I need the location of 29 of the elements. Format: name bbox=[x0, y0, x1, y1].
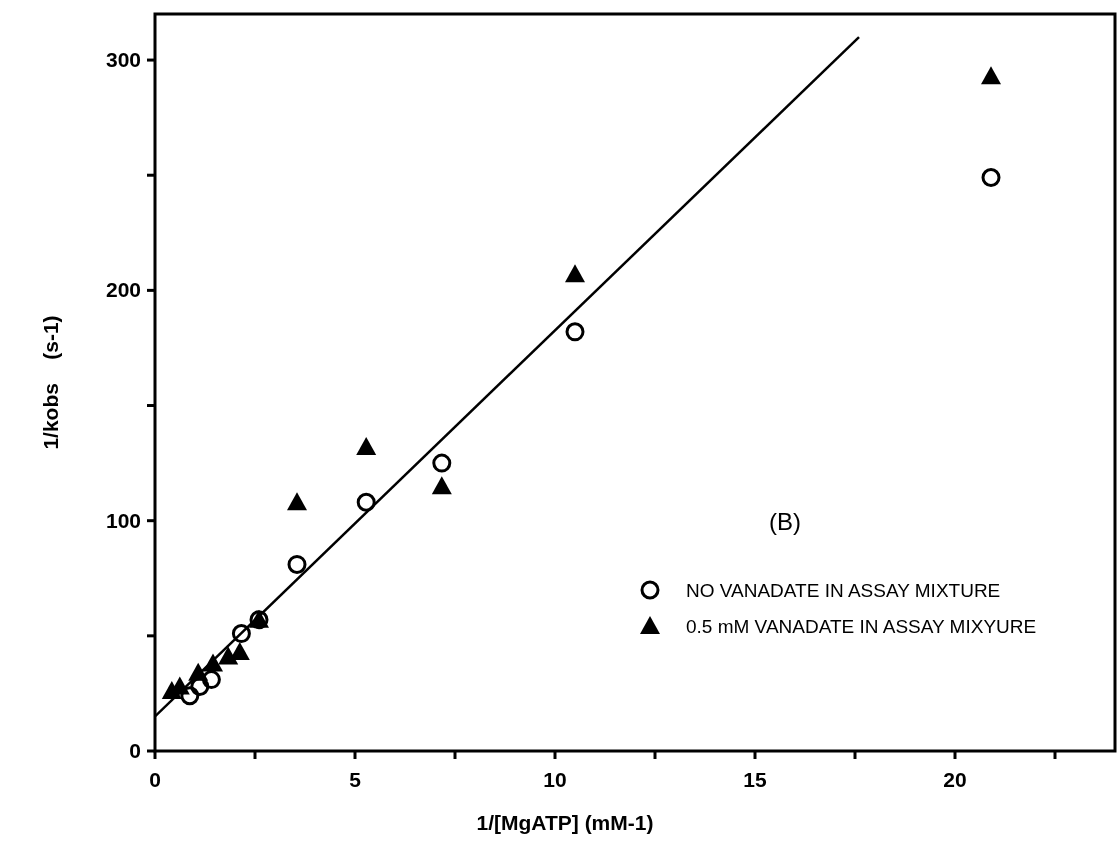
x-axis-title: 1/[MgATP] (mM-1) bbox=[476, 811, 654, 834]
point bbox=[201, 670, 221, 690]
legend-label: NO VANADATE IN ASSAY MIXTURE bbox=[686, 580, 1001, 601]
point bbox=[981, 168, 1001, 188]
x-tick-label: 5 bbox=[349, 768, 362, 791]
y-tick-label: 300 bbox=[105, 48, 141, 72]
point bbox=[431, 476, 452, 495]
point bbox=[356, 436, 377, 455]
x-tick-label: 15 bbox=[743, 768, 767, 791]
y-axis-title: 1/kobs (s-1) bbox=[39, 315, 62, 450]
point bbox=[287, 554, 307, 574]
point bbox=[218, 646, 239, 665]
x-tick-label: 10 bbox=[543, 768, 567, 791]
point bbox=[981, 66, 1001, 85]
point bbox=[180, 686, 200, 706]
point bbox=[229, 641, 250, 660]
point bbox=[356, 492, 376, 512]
y-tick-label: 0 bbox=[129, 739, 141, 762]
point bbox=[565, 264, 585, 283]
point bbox=[565, 322, 585, 342]
annotation: (B) bbox=[769, 508, 801, 535]
x-tick-label: 0 bbox=[149, 768, 161, 791]
y-tick-label: 200 bbox=[105, 278, 141, 302]
point bbox=[432, 453, 452, 473]
point bbox=[231, 624, 251, 644]
y-tick-label: 100 bbox=[105, 508, 141, 532]
legend-label: 0.5 mM VANADATE IN ASSAY MIXYURE bbox=[686, 616, 1037, 637]
x-tick-label: 20 bbox=[943, 768, 967, 791]
point bbox=[287, 492, 307, 511]
